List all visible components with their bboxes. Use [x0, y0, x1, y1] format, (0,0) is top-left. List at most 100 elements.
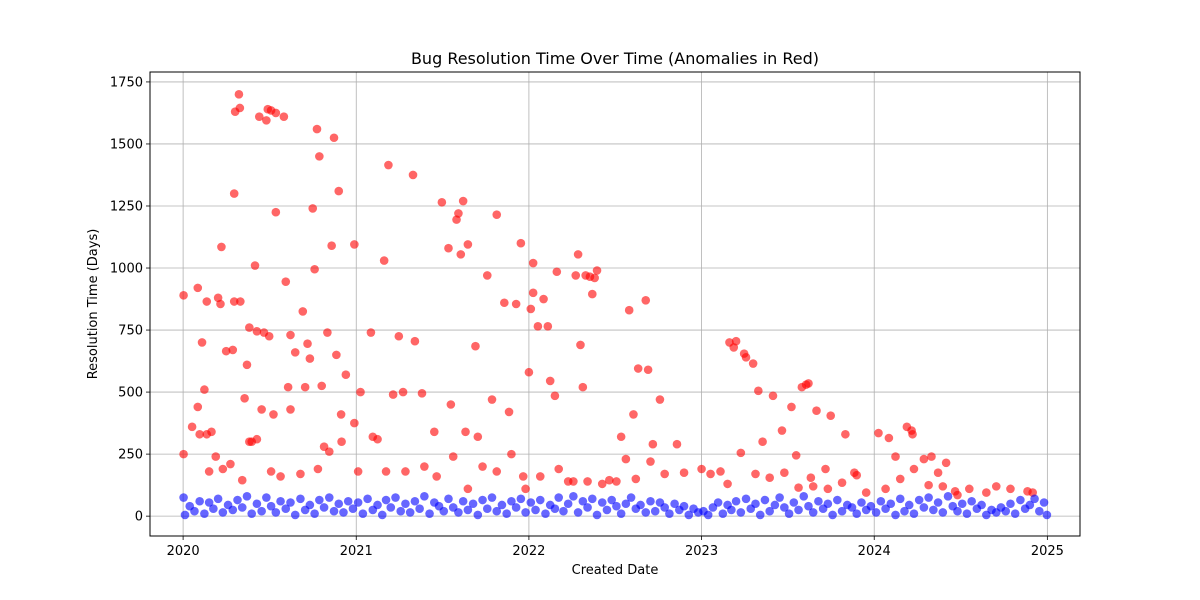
data-point [381, 495, 391, 505]
data-point [660, 469, 669, 479]
data-point [665, 509, 674, 518]
data-point [841, 429, 850, 439]
data-point [195, 429, 204, 439]
data-point [881, 484, 890, 494]
data-point [578, 382, 588, 392]
data-point [1030, 494, 1039, 504]
data-point [866, 501, 876, 511]
data-point [437, 197, 447, 207]
data-point [454, 508, 463, 517]
data-point [660, 503, 669, 512]
data-point [612, 501, 621, 511]
data-point [641, 508, 651, 517]
data-point [337, 437, 346, 447]
data-point [454, 209, 463, 218]
data-point [187, 422, 197, 432]
data-point [799, 491, 809, 501]
data-point [607, 495, 616, 505]
data-point [874, 428, 883, 438]
data-point [271, 508, 281, 517]
data-point [310, 509, 319, 518]
y-tick-label: 1000 [110, 262, 143, 277]
data-point [384, 160, 393, 170]
data-point [748, 359, 758, 368]
data-point [1006, 499, 1015, 509]
x-tick-label: 2024 [858, 544, 891, 559]
data-point [852, 509, 862, 518]
data-point [237, 475, 247, 485]
data-point [962, 509, 972, 518]
data-point [193, 283, 203, 293]
data-point [791, 451, 801, 460]
data-point [313, 464, 323, 474]
data-point [751, 499, 760, 509]
data-point [432, 472, 441, 481]
data-point [636, 500, 645, 510]
data-point [492, 467, 502, 476]
data-point [784, 509, 794, 518]
data-point [386, 503, 396, 512]
data-point [1039, 498, 1049, 507]
data-point [861, 488, 871, 497]
data-point [943, 491, 953, 501]
data-point [350, 240, 359, 249]
data-point [914, 495, 924, 505]
data-point [953, 506, 962, 516]
data-point [202, 429, 212, 439]
data-point [305, 354, 315, 363]
data-point [583, 503, 592, 512]
data-point [516, 494, 526, 504]
data-point [234, 90, 244, 99]
data-point [420, 491, 429, 501]
data-point [826, 411, 836, 420]
data-point [541, 509, 550, 518]
data-point [808, 508, 818, 517]
x-tick-label: 2022 [512, 544, 545, 559]
data-point [281, 504, 291, 514]
data-point [315, 152, 324, 161]
data-point [1016, 495, 1025, 505]
data-point [276, 496, 285, 506]
data-point [629, 410, 638, 419]
data-point [179, 291, 188, 300]
y-axis-ticks: 0 250 500 750 1000 1250 1500 1750 [110, 75, 150, 525]
y-tick-label: 750 [118, 324, 143, 339]
data-point [941, 458, 951, 468]
data-point [857, 498, 866, 507]
data-point [828, 510, 837, 520]
data-point [526, 304, 536, 314]
data-point [353, 467, 363, 476]
data-point [982, 488, 991, 497]
data-point [492, 506, 502, 516]
data-point [535, 472, 545, 481]
data-point [1010, 509, 1020, 518]
data-point [286, 330, 295, 340]
data-point [706, 469, 715, 479]
data-point [221, 346, 231, 356]
data-point [211, 452, 221, 461]
data-point [240, 393, 249, 403]
grid-lines [150, 72, 1080, 536]
data-point [276, 472, 285, 481]
data-point [286, 498, 295, 507]
data-point [226, 459, 235, 469]
data-point [448, 452, 458, 461]
data-point [463, 505, 473, 515]
data-point [379, 256, 389, 265]
data-point [780, 503, 789, 512]
data-point [633, 364, 643, 373]
data-point [356, 387, 365, 397]
data-point [808, 482, 818, 491]
data-point [806, 473, 816, 482]
data-point [760, 495, 770, 505]
data-point [723, 479, 732, 489]
data-point [487, 493, 497, 502]
data-point [425, 509, 434, 518]
data-point [348, 504, 358, 514]
data-point [909, 509, 919, 518]
data-point [621, 454, 631, 464]
data-point [444, 243, 453, 253]
data-point [444, 494, 453, 504]
data-point [305, 500, 315, 510]
data-point [672, 439, 682, 449]
